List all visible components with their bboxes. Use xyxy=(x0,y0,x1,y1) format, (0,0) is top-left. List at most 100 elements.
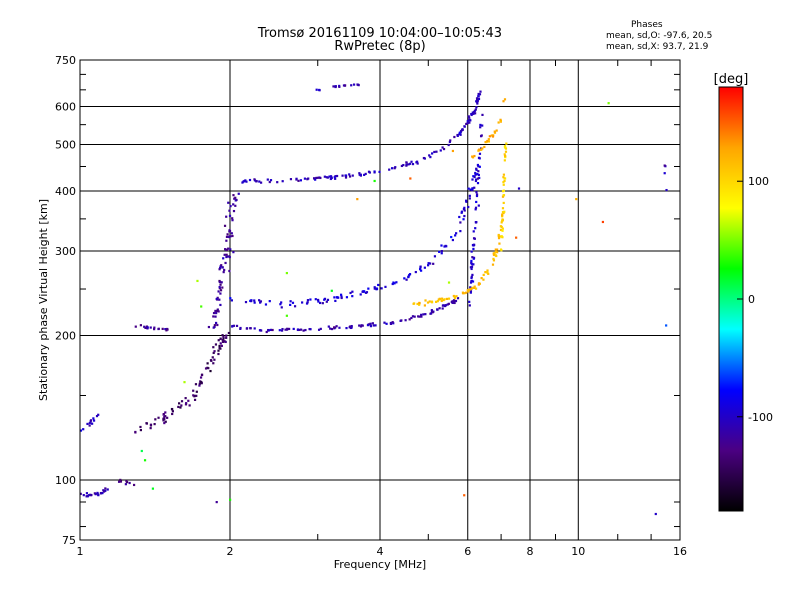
data-point xyxy=(504,150,508,153)
data-point xyxy=(476,172,479,176)
data-point xyxy=(258,299,261,302)
data-point xyxy=(124,483,127,486)
data-point xyxy=(183,381,186,384)
data-point xyxy=(218,285,221,289)
data-point xyxy=(219,303,222,307)
data-point xyxy=(449,139,452,142)
data-point xyxy=(418,315,421,318)
data-point xyxy=(458,131,461,134)
data-point xyxy=(665,188,668,192)
data-point xyxy=(471,187,474,190)
data-point xyxy=(458,215,461,219)
data-point xyxy=(477,165,480,168)
x-tick-label: 4 xyxy=(377,545,384,558)
data-point xyxy=(95,414,99,418)
data-point xyxy=(285,314,288,317)
x-axis-label: Frequency [MHz] xyxy=(334,558,426,571)
data-point xyxy=(480,147,483,150)
data-point xyxy=(492,259,496,262)
data-point xyxy=(224,248,227,251)
y-tick-label: 75 xyxy=(62,534,76,547)
data-point xyxy=(408,318,411,321)
data-point xyxy=(171,412,174,416)
data-point xyxy=(232,209,236,213)
data-point xyxy=(442,304,445,307)
data-point xyxy=(453,297,457,300)
data-point xyxy=(96,491,99,495)
data-point xyxy=(216,296,219,299)
data-point xyxy=(467,187,470,190)
data-point xyxy=(492,257,495,261)
data-point xyxy=(314,178,317,181)
data-point xyxy=(480,148,483,151)
data-point xyxy=(268,300,271,303)
colorbar-tick-label: 0 xyxy=(748,293,755,306)
data-point xyxy=(316,176,319,179)
colorbar-tick-label: 100 xyxy=(748,175,769,188)
data-point xyxy=(221,334,224,337)
data-point xyxy=(459,133,462,136)
data-point xyxy=(82,428,85,431)
phases-stats-o-mode: mean, sd,O: -97.6, 20.5 xyxy=(606,31,713,41)
data-point xyxy=(225,215,228,218)
data-point xyxy=(90,493,93,497)
colorbar-label: [deg] xyxy=(714,72,749,87)
data-point xyxy=(503,145,507,148)
data-point xyxy=(363,173,366,177)
data-point xyxy=(250,300,253,303)
data-point xyxy=(575,198,578,201)
x-tick-label: 6 xyxy=(464,545,471,558)
data-point xyxy=(117,480,121,483)
data-point xyxy=(225,253,228,256)
data-point xyxy=(258,329,262,332)
data-point xyxy=(420,313,423,316)
data-point xyxy=(480,134,483,137)
data-point xyxy=(431,311,434,314)
data-point xyxy=(367,287,370,290)
data-point xyxy=(501,219,504,222)
data-point xyxy=(241,181,244,184)
data-point xyxy=(154,418,157,421)
data-point xyxy=(459,221,462,224)
data-point xyxy=(499,228,503,232)
data-point xyxy=(468,197,471,200)
data-point xyxy=(375,288,378,291)
y-tick-label: 100 xyxy=(55,474,76,487)
data-point xyxy=(229,248,232,251)
data-point xyxy=(334,177,337,180)
data-point xyxy=(297,179,300,182)
data-point xyxy=(479,90,482,93)
data-point xyxy=(162,417,165,420)
data-point xyxy=(280,301,283,304)
data-point xyxy=(430,309,433,312)
data-point xyxy=(271,328,274,332)
data-point xyxy=(319,176,322,180)
data-point xyxy=(318,301,322,305)
data-point xyxy=(228,229,231,232)
data-point xyxy=(475,100,478,103)
data-point xyxy=(452,299,456,302)
data-point xyxy=(153,328,156,331)
data-point xyxy=(463,292,466,295)
data-point xyxy=(249,327,252,330)
data-point xyxy=(351,174,354,177)
data-point xyxy=(499,118,502,121)
data-point xyxy=(281,180,284,183)
data-point xyxy=(165,329,168,332)
data-point xyxy=(360,324,363,327)
data-point xyxy=(460,211,463,214)
data-point xyxy=(209,359,213,362)
data-point xyxy=(501,229,504,232)
data-point xyxy=(474,171,477,175)
data-point xyxy=(219,347,222,350)
data-point xyxy=(144,326,147,330)
data-point xyxy=(473,286,476,289)
data-point xyxy=(212,351,215,355)
data-point xyxy=(223,224,227,227)
data-point xyxy=(393,282,396,285)
data-point xyxy=(315,88,318,91)
chart-title: Tromsø 20161109 10:04:00–10:05:43 xyxy=(257,26,503,41)
data-point xyxy=(474,179,478,183)
data-point xyxy=(419,265,422,268)
data-point xyxy=(200,305,203,308)
